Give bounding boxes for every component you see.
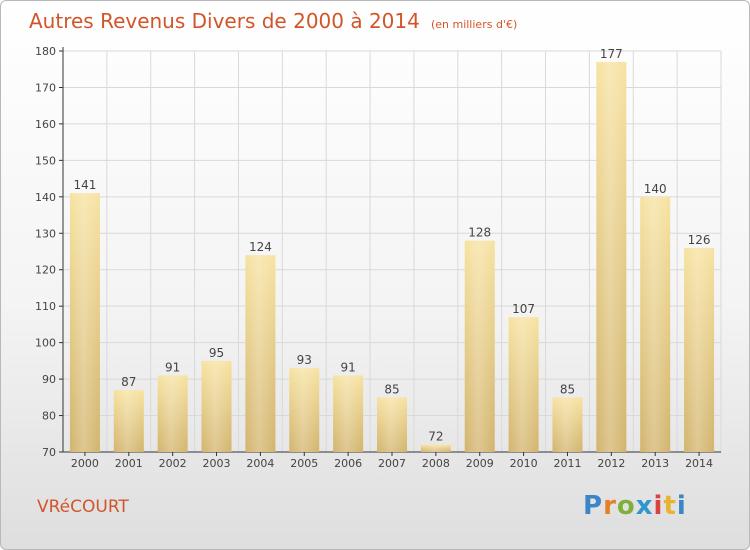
y-tick-label: 120 bbox=[35, 264, 56, 277]
bar-sheen bbox=[640, 196, 671, 452]
x-tick-label: 2009 bbox=[466, 457, 494, 470]
bars bbox=[69, 61, 715, 452]
commune-name: VRéCOURT bbox=[37, 497, 129, 517]
value-label: 140 bbox=[644, 182, 667, 196]
value-label: 72 bbox=[428, 430, 443, 444]
value-label: 141 bbox=[73, 178, 96, 192]
logo-letter: t bbox=[663, 491, 677, 521]
x-tick-label: 2007 bbox=[378, 457, 406, 470]
bar-sheen bbox=[113, 390, 144, 452]
bar-sheen bbox=[420, 444, 451, 452]
x-tick-label: 2008 bbox=[422, 457, 450, 470]
x-tick-label: 2005 bbox=[290, 457, 318, 470]
logo-letter: o bbox=[616, 491, 636, 521]
bar-sheen bbox=[464, 240, 495, 452]
x-tick-label: 2011 bbox=[553, 457, 581, 470]
proxiti-logo[interactable]: Proxiti bbox=[583, 491, 687, 521]
bar-sheen bbox=[377, 397, 407, 452]
bar-sheen bbox=[552, 397, 583, 452]
y-tick-label: 150 bbox=[35, 154, 56, 167]
y-tick-label: 100 bbox=[35, 337, 56, 350]
y-tick-label: 160 bbox=[35, 118, 56, 131]
x-tick-label: 2014 bbox=[685, 457, 713, 470]
value-label: 126 bbox=[688, 233, 711, 247]
value-label: 124 bbox=[249, 240, 272, 254]
value-label: 177 bbox=[600, 47, 623, 61]
logo-letter: P bbox=[583, 491, 604, 521]
x-tick-label: 2006 bbox=[334, 457, 362, 470]
value-label: 93 bbox=[297, 353, 312, 367]
logo-letter: i bbox=[676, 491, 687, 521]
bar-sheen bbox=[157, 375, 188, 452]
chart-title-main: Autres Revenus Divers de 2000 à 2014 bbox=[29, 9, 420, 33]
bar-sheen bbox=[245, 255, 276, 452]
y-tick-label: 70 bbox=[42, 446, 56, 459]
chart-title: Autres Revenus Divers de 2000 à 2014 (en… bbox=[29, 9, 517, 33]
x-tick-label: 2012 bbox=[597, 457, 625, 470]
value-label: 85 bbox=[384, 382, 399, 396]
x-tick-label: 2004 bbox=[246, 457, 274, 470]
axes: 70 80 90 100 110 120 130 140 150 160 170 180 2000 200… bbox=[35, 45, 721, 470]
y-tick-label: 80 bbox=[42, 410, 56, 423]
x-tick-label: 2001 bbox=[115, 457, 143, 470]
y-tick-label: 140 bbox=[35, 191, 56, 204]
bar-sheen bbox=[333, 375, 364, 452]
logo-letter: r bbox=[603, 491, 617, 521]
value-label: 128 bbox=[468, 226, 491, 240]
x-tick-label: 2013 bbox=[641, 457, 669, 470]
y-tick-label: 110 bbox=[35, 300, 56, 313]
bar-sheen bbox=[69, 193, 100, 452]
x-tick-label: 2002 bbox=[159, 457, 187, 470]
value-label: 91 bbox=[340, 360, 355, 374]
bar-sheen bbox=[508, 317, 539, 452]
bar-sheen bbox=[596, 61, 627, 452]
y-tick-label: 90 bbox=[42, 373, 56, 386]
data-labels: 141 87 91 95 124 93 91 85 72 128 107 85 177 140 126 bbox=[73, 47, 710, 444]
y-tick-label: 130 bbox=[35, 227, 56, 240]
logo-letter: x bbox=[635, 491, 654, 521]
bar-sheen bbox=[289, 368, 320, 452]
chart-title-unit: (en milliers d'€) bbox=[430, 18, 518, 31]
value-label: 87 bbox=[121, 375, 136, 389]
value-label: 91 bbox=[165, 360, 180, 374]
y-tick-label: 180 bbox=[35, 45, 56, 58]
logo-letter: i bbox=[653, 491, 664, 521]
value-label: 95 bbox=[209, 346, 224, 360]
bar-sheen bbox=[201, 360, 232, 452]
value-label: 107 bbox=[512, 302, 535, 316]
y-tick-label: 170 bbox=[35, 81, 56, 94]
bar-sheen bbox=[684, 247, 715, 452]
x-tick-label: 2000 bbox=[71, 457, 99, 470]
x-tick-label: 2010 bbox=[510, 457, 538, 470]
x-tick-label: 2003 bbox=[203, 457, 231, 470]
value-label: 85 bbox=[560, 382, 575, 396]
